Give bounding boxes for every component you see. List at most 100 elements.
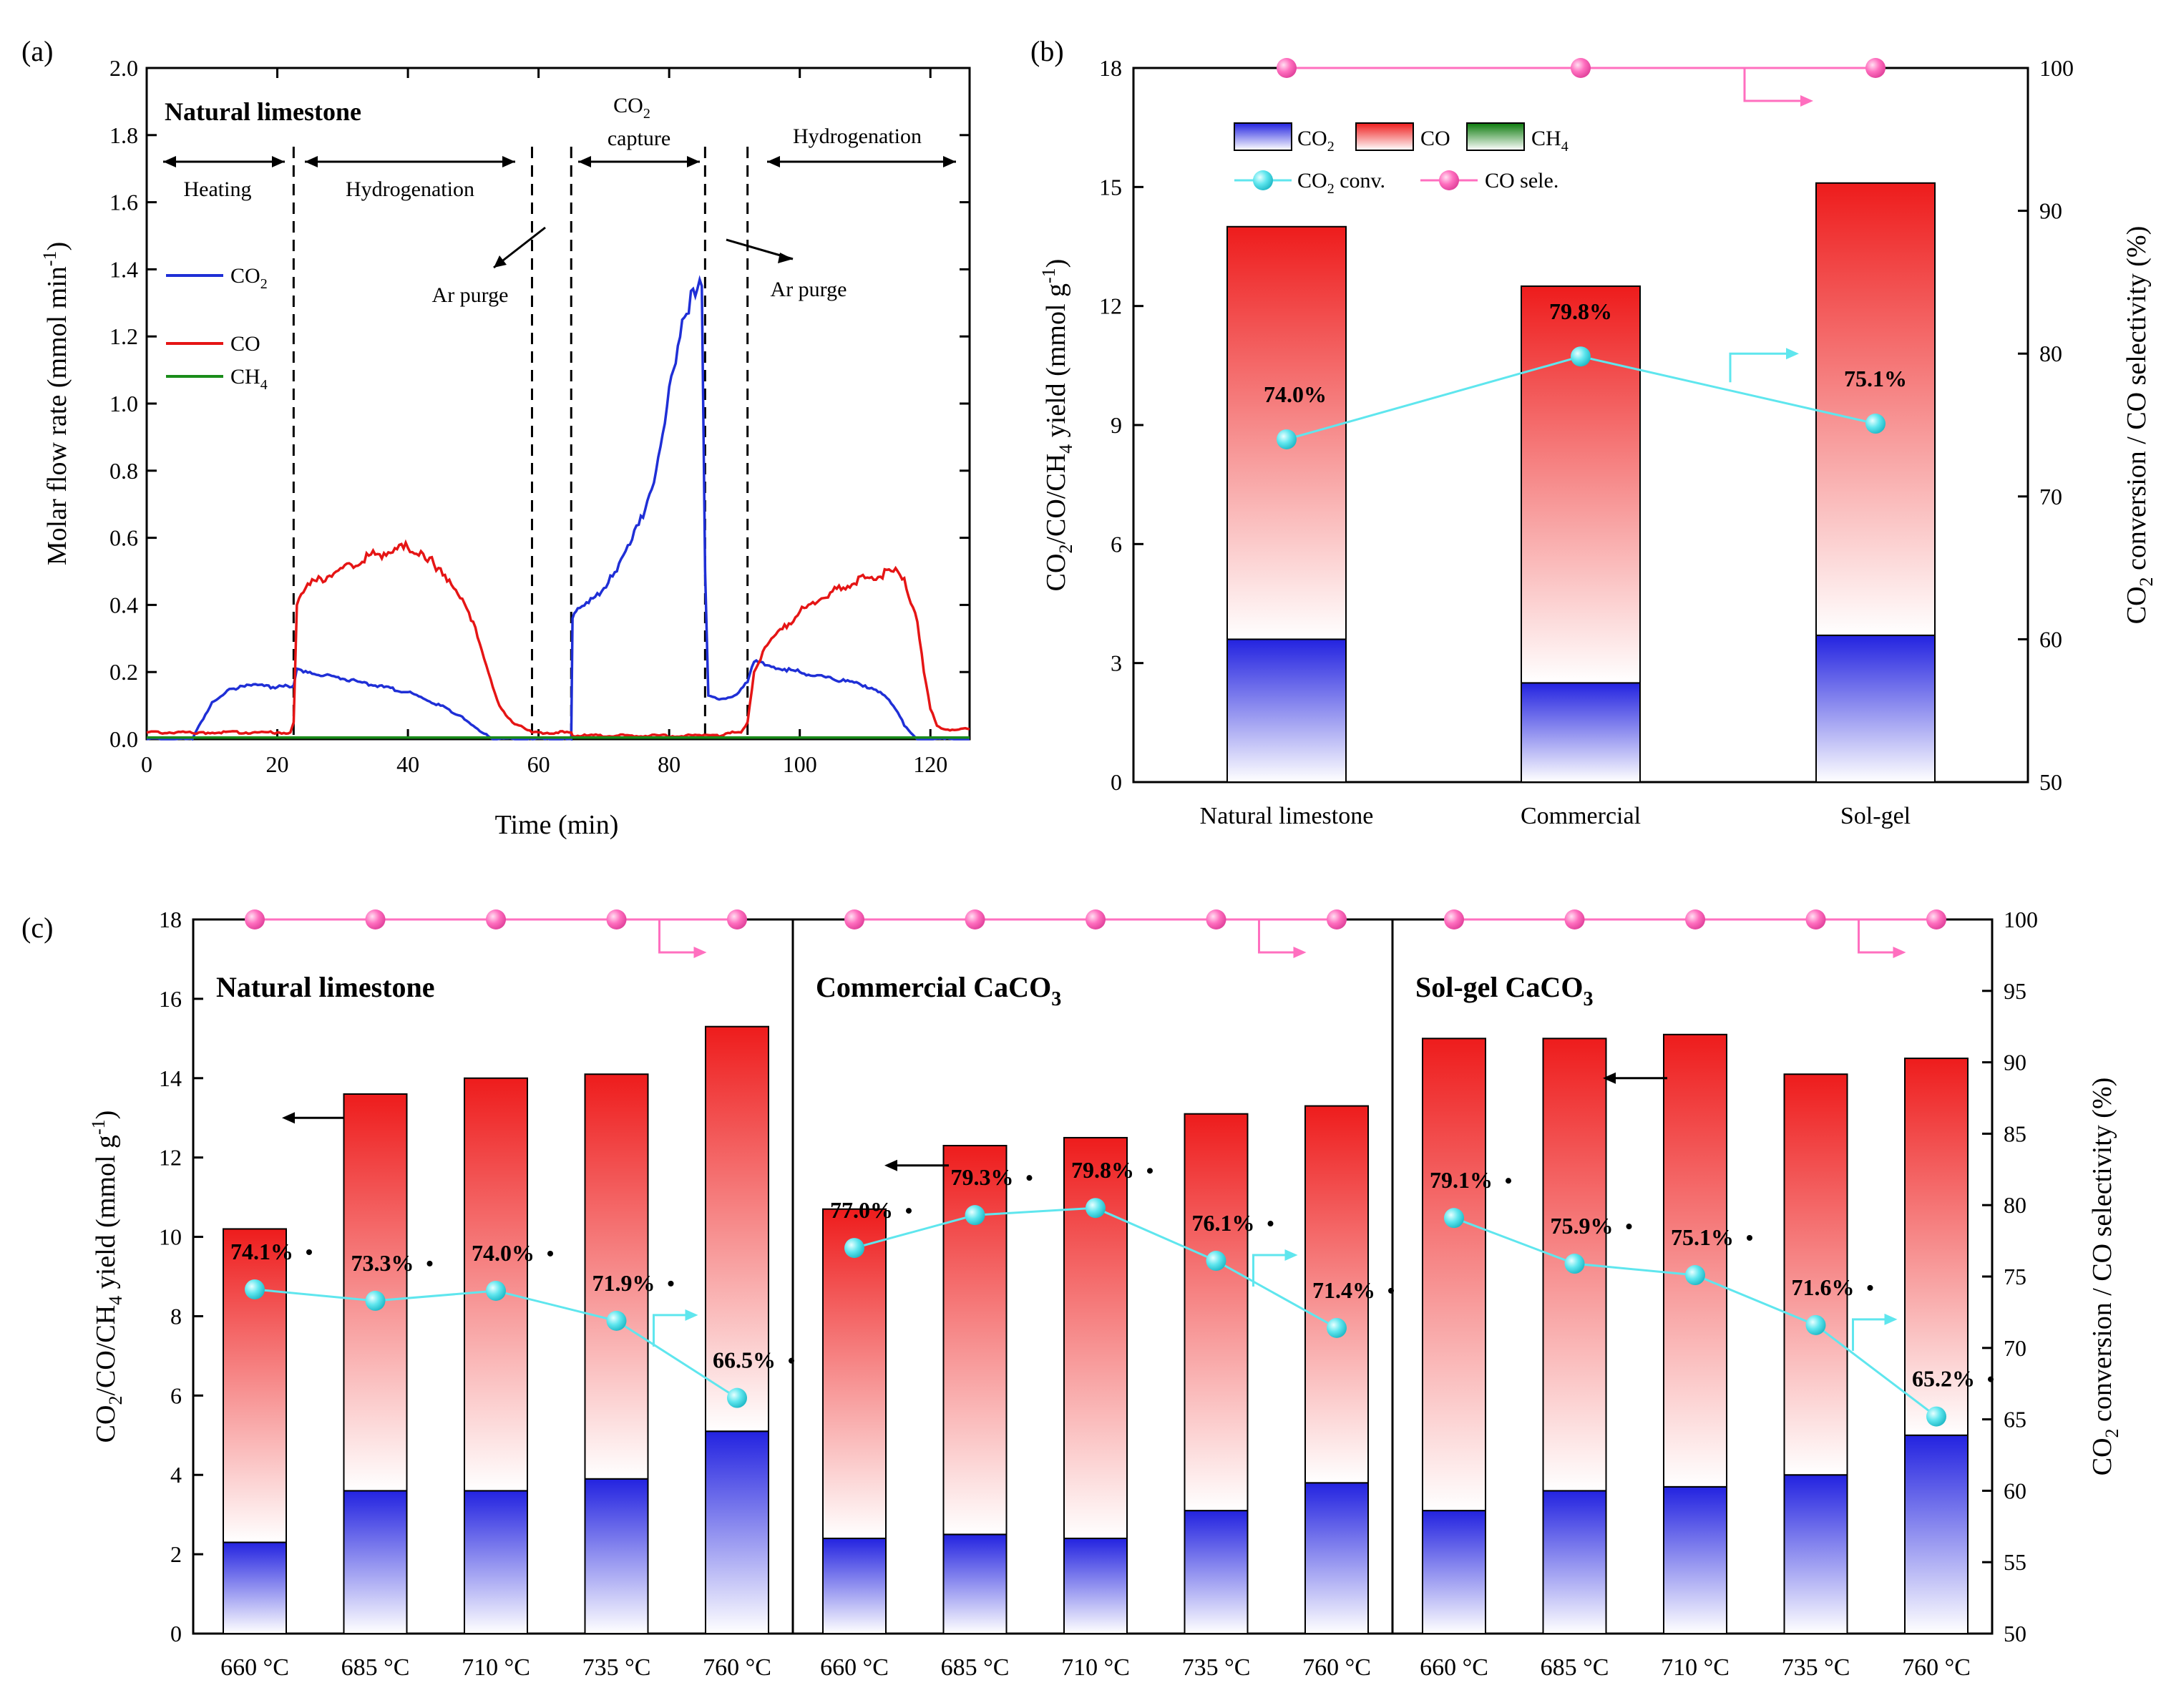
y2-tick-label: 55 — [2004, 1549, 2026, 1575]
conversion-axis-arrowhead — [1284, 1249, 1298, 1262]
y-tick-label: 1.8 — [109, 122, 138, 148]
x-tick-label: 710 °C — [1661, 1654, 1730, 1681]
x-tick-label: 40 — [396, 751, 419, 777]
bar-co2 — [223, 1541, 287, 1635]
bar-co2 — [822, 1537, 887, 1635]
bar-co — [942, 1145, 1008, 1536]
conversion-marker — [1327, 1317, 1347, 1338]
selectivity-marker — [1564, 909, 1585, 929]
conversion-marker — [844, 1238, 864, 1259]
ar-purge-1-label: Ar purge — [432, 283, 509, 307]
conversion-marker — [245, 1279, 265, 1299]
y-tick-label: 4 — [170, 1462, 182, 1488]
bar-co2 — [1815, 634, 1936, 783]
y-tick-label: 14 — [159, 1065, 182, 1091]
conversion-label-dot — [306, 1249, 312, 1255]
conversion-marker — [1086, 1198, 1106, 1219]
y2-tick-label: 50 — [2039, 769, 2062, 795]
phase-arrows — [163, 160, 956, 269]
x-tick-label: 660 °C — [220, 1654, 289, 1681]
panel-b-label: (b) — [1030, 35, 1064, 67]
selectivity-marker — [1685, 909, 1705, 929]
x-tick-label: 760 °C — [703, 1654, 771, 1681]
x-tick-label: 20 — [266, 751, 289, 777]
legend-co2-text: CO2 — [1297, 127, 1335, 155]
conversion-label: 65.2% — [1912, 1366, 1975, 1392]
group-title-text: Commercial CaCO — [816, 971, 1051, 1003]
panel-c-marks: 0 2 4 6 8 10 12 14 16 18 50 55 60 65 70 75 80 85 90 95 100 Na… — [159, 907, 2038, 1681]
conversion-marker — [365, 1290, 386, 1311]
conversion-label-dot — [1267, 1221, 1274, 1227]
y-tick-label: 0.4 — [109, 592, 138, 618]
x-tick-label: 60 — [527, 751, 550, 777]
series-co2-line — [146, 275, 970, 741]
selectivity-marker — [1277, 58, 1297, 78]
group-title: Commercial CaCO3 — [816, 971, 1061, 1010]
panel-b-ylabel: CO2/CO/CH4 yield (mmol g-1) — [1038, 259, 1076, 592]
y-tick-label: 8 — [170, 1303, 182, 1329]
y-tick-label: 2.0 — [109, 55, 138, 81]
bar-co2 — [1422, 1510, 1486, 1635]
selectivity-axis-arrow — [1258, 919, 1302, 954]
selectivity-marker — [1571, 58, 1591, 78]
panel-b-y2label: CO2 conversion / CO selectivity (%) — [2122, 226, 2157, 625]
bar-co2 — [1184, 1510, 1249, 1635]
bar-co — [705, 1025, 769, 1433]
y-tick-label: 15 — [1099, 174, 1122, 200]
y2-tick-label: 70 — [2004, 1335, 2026, 1361]
panel-a-series — [146, 275, 970, 741]
group-title-text: Sol-gel CaCO — [1415, 971, 1583, 1003]
selectivity-marker — [1805, 909, 1826, 929]
y-tick-label: 2 — [170, 1541, 182, 1567]
conversion-label-dot — [426, 1260, 433, 1267]
y-tick-label: 1.6 — [109, 190, 138, 215]
conversion-marker — [1805, 1314, 1826, 1335]
conversion-marker — [727, 1387, 747, 1408]
selectivity-marker — [727, 909, 747, 929]
group-title-text: Natural limestone — [216, 971, 435, 1003]
selectivity-axis-arrowhead — [1293, 947, 1307, 958]
legend-ch4-swatch — [1466, 122, 1525, 151]
y2-tick-label: 90 — [2004, 1050, 2026, 1075]
panel-a-legend: CO2 CO CH4 — [166, 264, 268, 393]
conversion-label-dot — [1988, 1376, 1994, 1382]
y-tick-label: 0 — [1111, 769, 1122, 795]
y-tick-label: 6 — [170, 1382, 182, 1408]
y-tick-label: 0.6 — [109, 525, 138, 551]
bar-co2 — [1904, 1434, 1969, 1635]
conversion-label: 74.0% — [472, 1240, 535, 1266]
x-tick-label: 120 — [913, 751, 947, 777]
bar-co2 — [1663, 1485, 1727, 1634]
y2-tick-label: 95 — [2004, 978, 2026, 1004]
legend-ch4-text: CH4 — [1531, 127, 1569, 155]
bar-co2 — [942, 1533, 1008, 1635]
panel-a-xlabel: Time (min) — [495, 810, 619, 840]
y-tick-label: 0.0 — [109, 726, 138, 752]
conversion-label: 75.1% — [1844, 366, 1907, 391]
legend-conv-text: CO2 conv. — [1297, 169, 1385, 197]
bar-co2 — [1304, 1482, 1369, 1634]
y-tick-label: 16 — [159, 986, 182, 1012]
panel-c-ylabel: CO2/CO/CH4 yield (mmol g-1) — [88, 1111, 126, 1443]
conversion-marker — [606, 1310, 627, 1331]
selectivity-axis-arrowhead — [1800, 95, 1813, 107]
legend-co-text: CO — [1420, 127, 1450, 150]
bar-co — [1815, 182, 1936, 636]
x-tick-label: 660 °C — [1420, 1654, 1488, 1681]
legend-co-label: CO — [230, 332, 260, 356]
x-tick-label: 685 °C — [941, 1654, 1010, 1681]
y-tick-label: 10 — [159, 1224, 182, 1250]
conversion-label-dot — [1506, 1178, 1511, 1184]
panel-c-label: (c) — [21, 912, 53, 944]
conversion-label-dot — [1388, 1287, 1394, 1294]
y-tick-label: 1.2 — [109, 323, 138, 349]
selectivity-marker — [245, 909, 265, 929]
bar-co2 — [1063, 1537, 1128, 1635]
panel-b: (b) 0 3 6 9 12 15 18 50 60 70 80 90 100 Natural limes… — [1030, 35, 2157, 829]
panel-a: (a) 0 20 40 60 80 100 120 0.0 0.2 0.4 0.6 0.8 1.0 1.2… — [21, 35, 971, 840]
bar-co2 — [464, 1490, 528, 1634]
conversion-label-dot — [1867, 1284, 1873, 1291]
x-tick-label: 80 — [658, 751, 681, 777]
conversion-axis-arrowhead — [1884, 1313, 1898, 1325]
